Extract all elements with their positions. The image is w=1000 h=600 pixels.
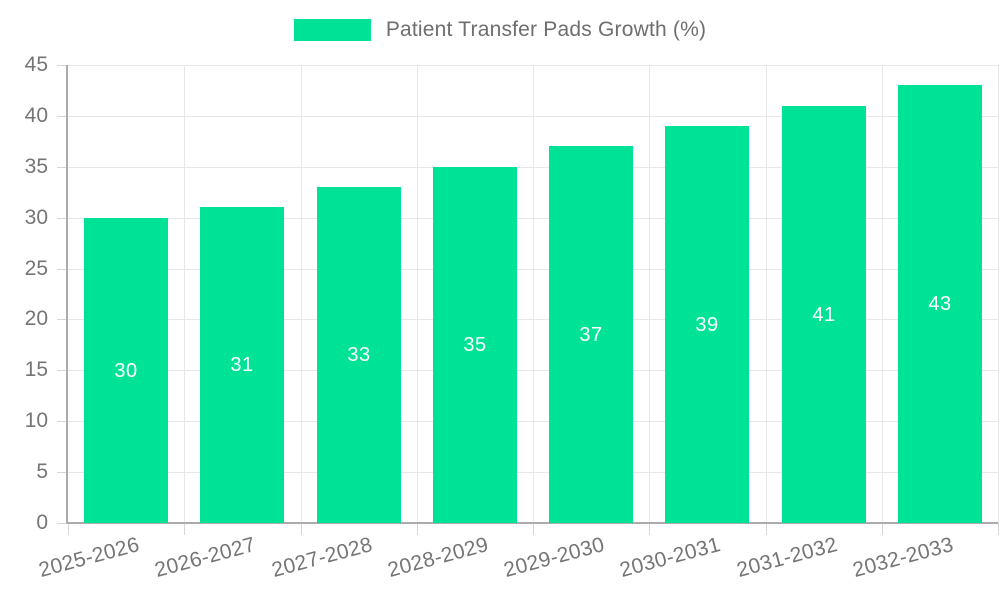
x-axis-label: 2032-2033	[850, 533, 956, 582]
bar[interactable]: 39	[665, 126, 749, 523]
x-tick-mark	[882, 523, 883, 535]
y-tick-mark	[57, 421, 68, 422]
legend: Patient Transfer Pads Growth (%)	[0, 18, 1000, 42]
y-tick-mark	[57, 472, 68, 473]
x-axis-label: 2028-2029	[385, 533, 491, 582]
x-axis-label: 2027-2028	[269, 533, 375, 582]
y-tick-mark	[57, 269, 68, 270]
legend-swatch	[293, 19, 371, 41]
bar[interactable]: 37	[549, 146, 633, 523]
gridline-vertical	[766, 65, 767, 523]
x-axis-label: 2025-2026	[36, 533, 142, 582]
gridline-vertical	[998, 65, 999, 523]
y-tick-mark	[57, 167, 68, 168]
x-tick-mark	[649, 523, 650, 535]
x-axis-label: 2031-2032	[734, 533, 840, 582]
y-axis-line	[66, 65, 68, 523]
legend-label: Patient Transfer Pads Growth (%)	[385, 18, 707, 41]
x-tick-mark	[184, 523, 185, 535]
y-tick-mark	[57, 218, 68, 219]
x-axis-label: 2026-2027	[152, 533, 258, 582]
y-axis-label: 40	[24, 104, 48, 127]
y-axis-label: 0	[36, 511, 48, 534]
y-axis-label: 35	[24, 155, 48, 178]
gridline-vertical	[417, 65, 418, 523]
x-tick-mark	[766, 523, 767, 535]
y-tick-mark	[57, 523, 68, 524]
y-tick-mark	[57, 116, 68, 117]
y-tick-mark	[57, 65, 68, 66]
y-axis-label: 15	[24, 358, 48, 381]
y-axis-label: 45	[24, 53, 48, 76]
bar-value-label: 37	[579, 323, 603, 346]
y-tick-mark	[57, 319, 68, 320]
bar-value-label: 30	[114, 359, 138, 382]
x-tick-mark	[301, 523, 302, 535]
bar-value-label: 33	[347, 344, 371, 366]
y-axis-label: 10	[24, 409, 48, 432]
bar[interactable]: 35	[433, 167, 517, 523]
y-axis-label: 25	[24, 257, 48, 280]
bar-value-label: 43	[928, 293, 952, 315]
bar[interactable]: 43	[898, 85, 982, 523]
x-tick-mark	[68, 523, 69, 535]
x-tick-mark	[533, 523, 534, 535]
bar[interactable]: 33	[317, 187, 401, 523]
gridline-vertical	[649, 65, 650, 523]
bar-value-label: 35	[463, 334, 487, 356]
gridline-vertical	[882, 65, 883, 523]
bar-value-label: 41	[812, 303, 836, 326]
bar[interactable]: 30	[84, 218, 168, 523]
bar[interactable]: 41	[782, 106, 866, 523]
gridline-vertical	[184, 65, 185, 523]
x-axis-label: 2030-2031	[617, 533, 723, 582]
legend-item[interactable]: Patient Transfer Pads Growth (%)	[293, 18, 707, 42]
gridline-vertical	[301, 65, 302, 523]
x-tick-mark	[417, 523, 418, 535]
bar-value-label: 31	[230, 354, 254, 376]
x-tick-mark	[998, 523, 999, 535]
x-axis-line	[66, 522, 998, 524]
x-axis-label: 2029-2030	[501, 533, 607, 582]
bar-value-label: 39	[695, 313, 719, 336]
y-axis-label: 30	[24, 206, 48, 229]
y-tick-mark	[57, 370, 68, 371]
gridline-vertical	[533, 65, 534, 523]
y-axis-label: 5	[36, 460, 48, 483]
y-axis-label: 20	[24, 307, 48, 330]
bar[interactable]: 31	[200, 207, 284, 523]
